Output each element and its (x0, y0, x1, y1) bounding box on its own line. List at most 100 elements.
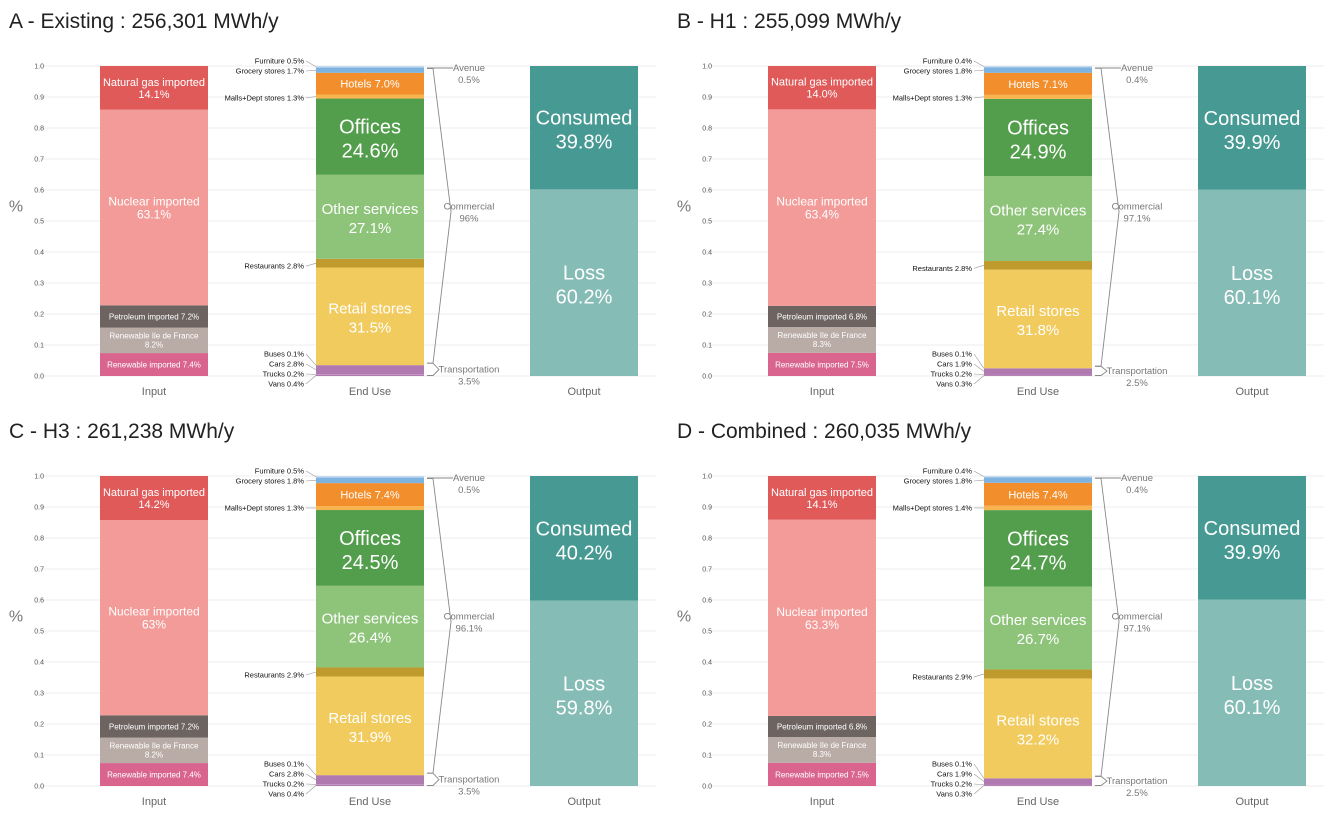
chart-title: A - Existing : 256,301 MWh/y (9, 10, 279, 33)
enduse-segment-malls (984, 94, 1092, 99)
transportation-bracket (427, 362, 440, 376)
enduse-segment-other_services (984, 586, 1092, 670)
chart-panel-a: A - Existing : 256,301 MWh/y 0.0 0.1 0.2 0.3… (0, 0, 667, 410)
enduse-side-label-buses: Buses 0.1% (264, 760, 304, 769)
input-value-natural_gas: 14.1% (806, 499, 837, 511)
y-tick-label: 0.1 (702, 753, 712, 760)
enduse-side-label-cars: Cars 1.9% (937, 770, 972, 779)
enduse-segment-retail (984, 678, 1092, 779)
enduse-leader-line-grocery (305, 480, 317, 482)
enduse-leader-line-malls (973, 96, 985, 99)
enduse-leader-line-grocery (973, 69, 985, 72)
enduse-label-hotels: Hotels 7.4% (340, 490, 400, 502)
enduse-value-retail: 31.5% (349, 319, 392, 336)
input-segment-natural_gas (100, 66, 208, 110)
commercial-group-label: Commercial (444, 612, 495, 623)
input-label-renewable_imported: Renewable imported 7.5% (775, 360, 869, 369)
y-tick-label: 0.3 (702, 281, 712, 288)
input-label-renewable_imported: Renewable imported 7.4% (107, 361, 201, 370)
input-segment-renewable_imported (100, 353, 208, 376)
enduse-label-retail: Retail stores (328, 710, 411, 727)
output-segment-loss (1198, 599, 1306, 786)
enduse-side-label-grocery: Grocery stores 1.8% (904, 477, 973, 486)
enduse-segment-furniture (316, 66, 424, 68)
enduse-segment-retail (984, 269, 1092, 369)
output-label-consumed: Consumed (1204, 108, 1301, 130)
y-tick-label: 0.1 (34, 753, 44, 760)
input-label-nuclear: Nuclear imported (108, 195, 199, 209)
transportation-group-value: 2.5% (1126, 378, 1148, 389)
output-label-loss: Loss (1231, 673, 1273, 695)
enduse-leader-line-restaurants (973, 673, 985, 678)
enduse-leader-line-cars (973, 773, 985, 782)
enduse-segment-offices (984, 510, 1092, 587)
enduse-segment-cars (316, 775, 424, 785)
y-tick-label: 1.0 (702, 474, 712, 481)
output-segment-loss (1198, 189, 1306, 376)
input-value-renewable_idf: 8.3% (813, 340, 831, 349)
output-label-loss: Loss (563, 673, 605, 695)
y-tick-label: 0.1 (34, 343, 44, 350)
input-label-nuclear: Nuclear imported (776, 605, 867, 619)
enduse-segment-retail (316, 676, 424, 776)
output-label-consumed: Consumed (1204, 518, 1301, 540)
input-label-natural_gas: Natural gas imported (103, 77, 205, 89)
enduse-side-label-restaurants: Restaurants 2.9% (244, 670, 304, 679)
enduse-leader-line-vans (973, 785, 985, 795)
enduse-segment-hotels (316, 72, 424, 95)
y-tick-label: 0.2 (34, 722, 44, 729)
output-value-consumed: 40.2% (556, 542, 613, 564)
enduse-side-label-malls: Malls+Dept stores 1.3% (225, 504, 305, 513)
input-segment-petroleum (768, 715, 876, 738)
enduse-label-other_services: Other services (990, 203, 1087, 220)
enduse-label-offices: Offices (1007, 117, 1069, 139)
transportation-bracket (1095, 365, 1108, 376)
enduse-leader-line-vans (305, 785, 317, 795)
avenue-group-label: Avenue (1121, 63, 1153, 74)
input-label-renewable_imported: Renewable imported 7.4% (107, 771, 201, 780)
input-segment-renewable_idf (768, 737, 876, 763)
enduse-segment-grocery (984, 477, 1092, 483)
input-value-nuclear: 63% (142, 618, 166, 632)
avenue-group-label: Avenue (453, 63, 485, 74)
y-tick-label: 0.6 (34, 188, 44, 195)
enduse-leader-line-grocery (305, 69, 317, 72)
input-segment-petroleum (768, 305, 876, 328)
enduse-side-label-vans: Vans 0.4% (268, 790, 304, 799)
input-value-renewable_idf: 8.2% (145, 340, 163, 349)
y-axis-label: % (9, 609, 23, 626)
y-tick-label: 0.9 (34, 505, 44, 512)
avenue-group-value: 0.4% (1126, 75, 1148, 86)
x-category-label: Output (1235, 386, 1268, 398)
y-tick-label: 0.2 (34, 312, 44, 319)
y-tick-label: 0.3 (702, 691, 712, 698)
enduse-side-label-grocery: Grocery stores 1.8% (236, 477, 305, 486)
transportation-bracket (1095, 775, 1108, 786)
enduse-label-hotels: Hotels 7.0% (340, 79, 400, 91)
transportation-group-label: Transportation (439, 365, 500, 376)
y-tick-label: 0.6 (702, 598, 712, 605)
enduse-leader-line-malls (305, 96, 317, 99)
enduse-segment-vans (984, 375, 1092, 376)
output-label-loss: Loss (1231, 263, 1273, 285)
commercial-group-value: 96% (459, 214, 479, 225)
enduse-leader-line-restaurants (305, 262, 317, 267)
input-label-petroleum: Petroleum imported 7.2% (109, 722, 199, 731)
enduse-segment-vans (316, 784, 424, 786)
enduse-leader-line-cars (973, 363, 985, 372)
commercial-group-label: Commercial (444, 202, 495, 213)
input-segment-renewable_imported (768, 352, 876, 376)
y-tick-label: 0.0 (702, 374, 712, 381)
chart-svg-c: C - H3 : 261,238 MWh/y 0.0 0.1 0.2 0.3 0.4 0.5… (9, 420, 656, 808)
y-tick-label: 0.4 (702, 250, 712, 257)
y-tick-label: 0.4 (702, 660, 712, 667)
input-segment-renewable_imported (768, 762, 876, 786)
enduse-side-label-malls: Malls+Dept stores 1.3% (225, 94, 305, 103)
input-value-renewable_idf: 8.2% (145, 750, 163, 759)
output-value-consumed: 39.9% (1224, 132, 1281, 154)
x-category-label: Input (142, 796, 166, 808)
y-tick-label: 0.4 (34, 250, 44, 257)
enduse-side-label-cars: Cars 2.8% (269, 770, 304, 779)
enduse-label-hotels: Hotels 7.4% (1008, 489, 1068, 501)
enduse-side-label-buses: Buses 0.1% (932, 760, 972, 769)
